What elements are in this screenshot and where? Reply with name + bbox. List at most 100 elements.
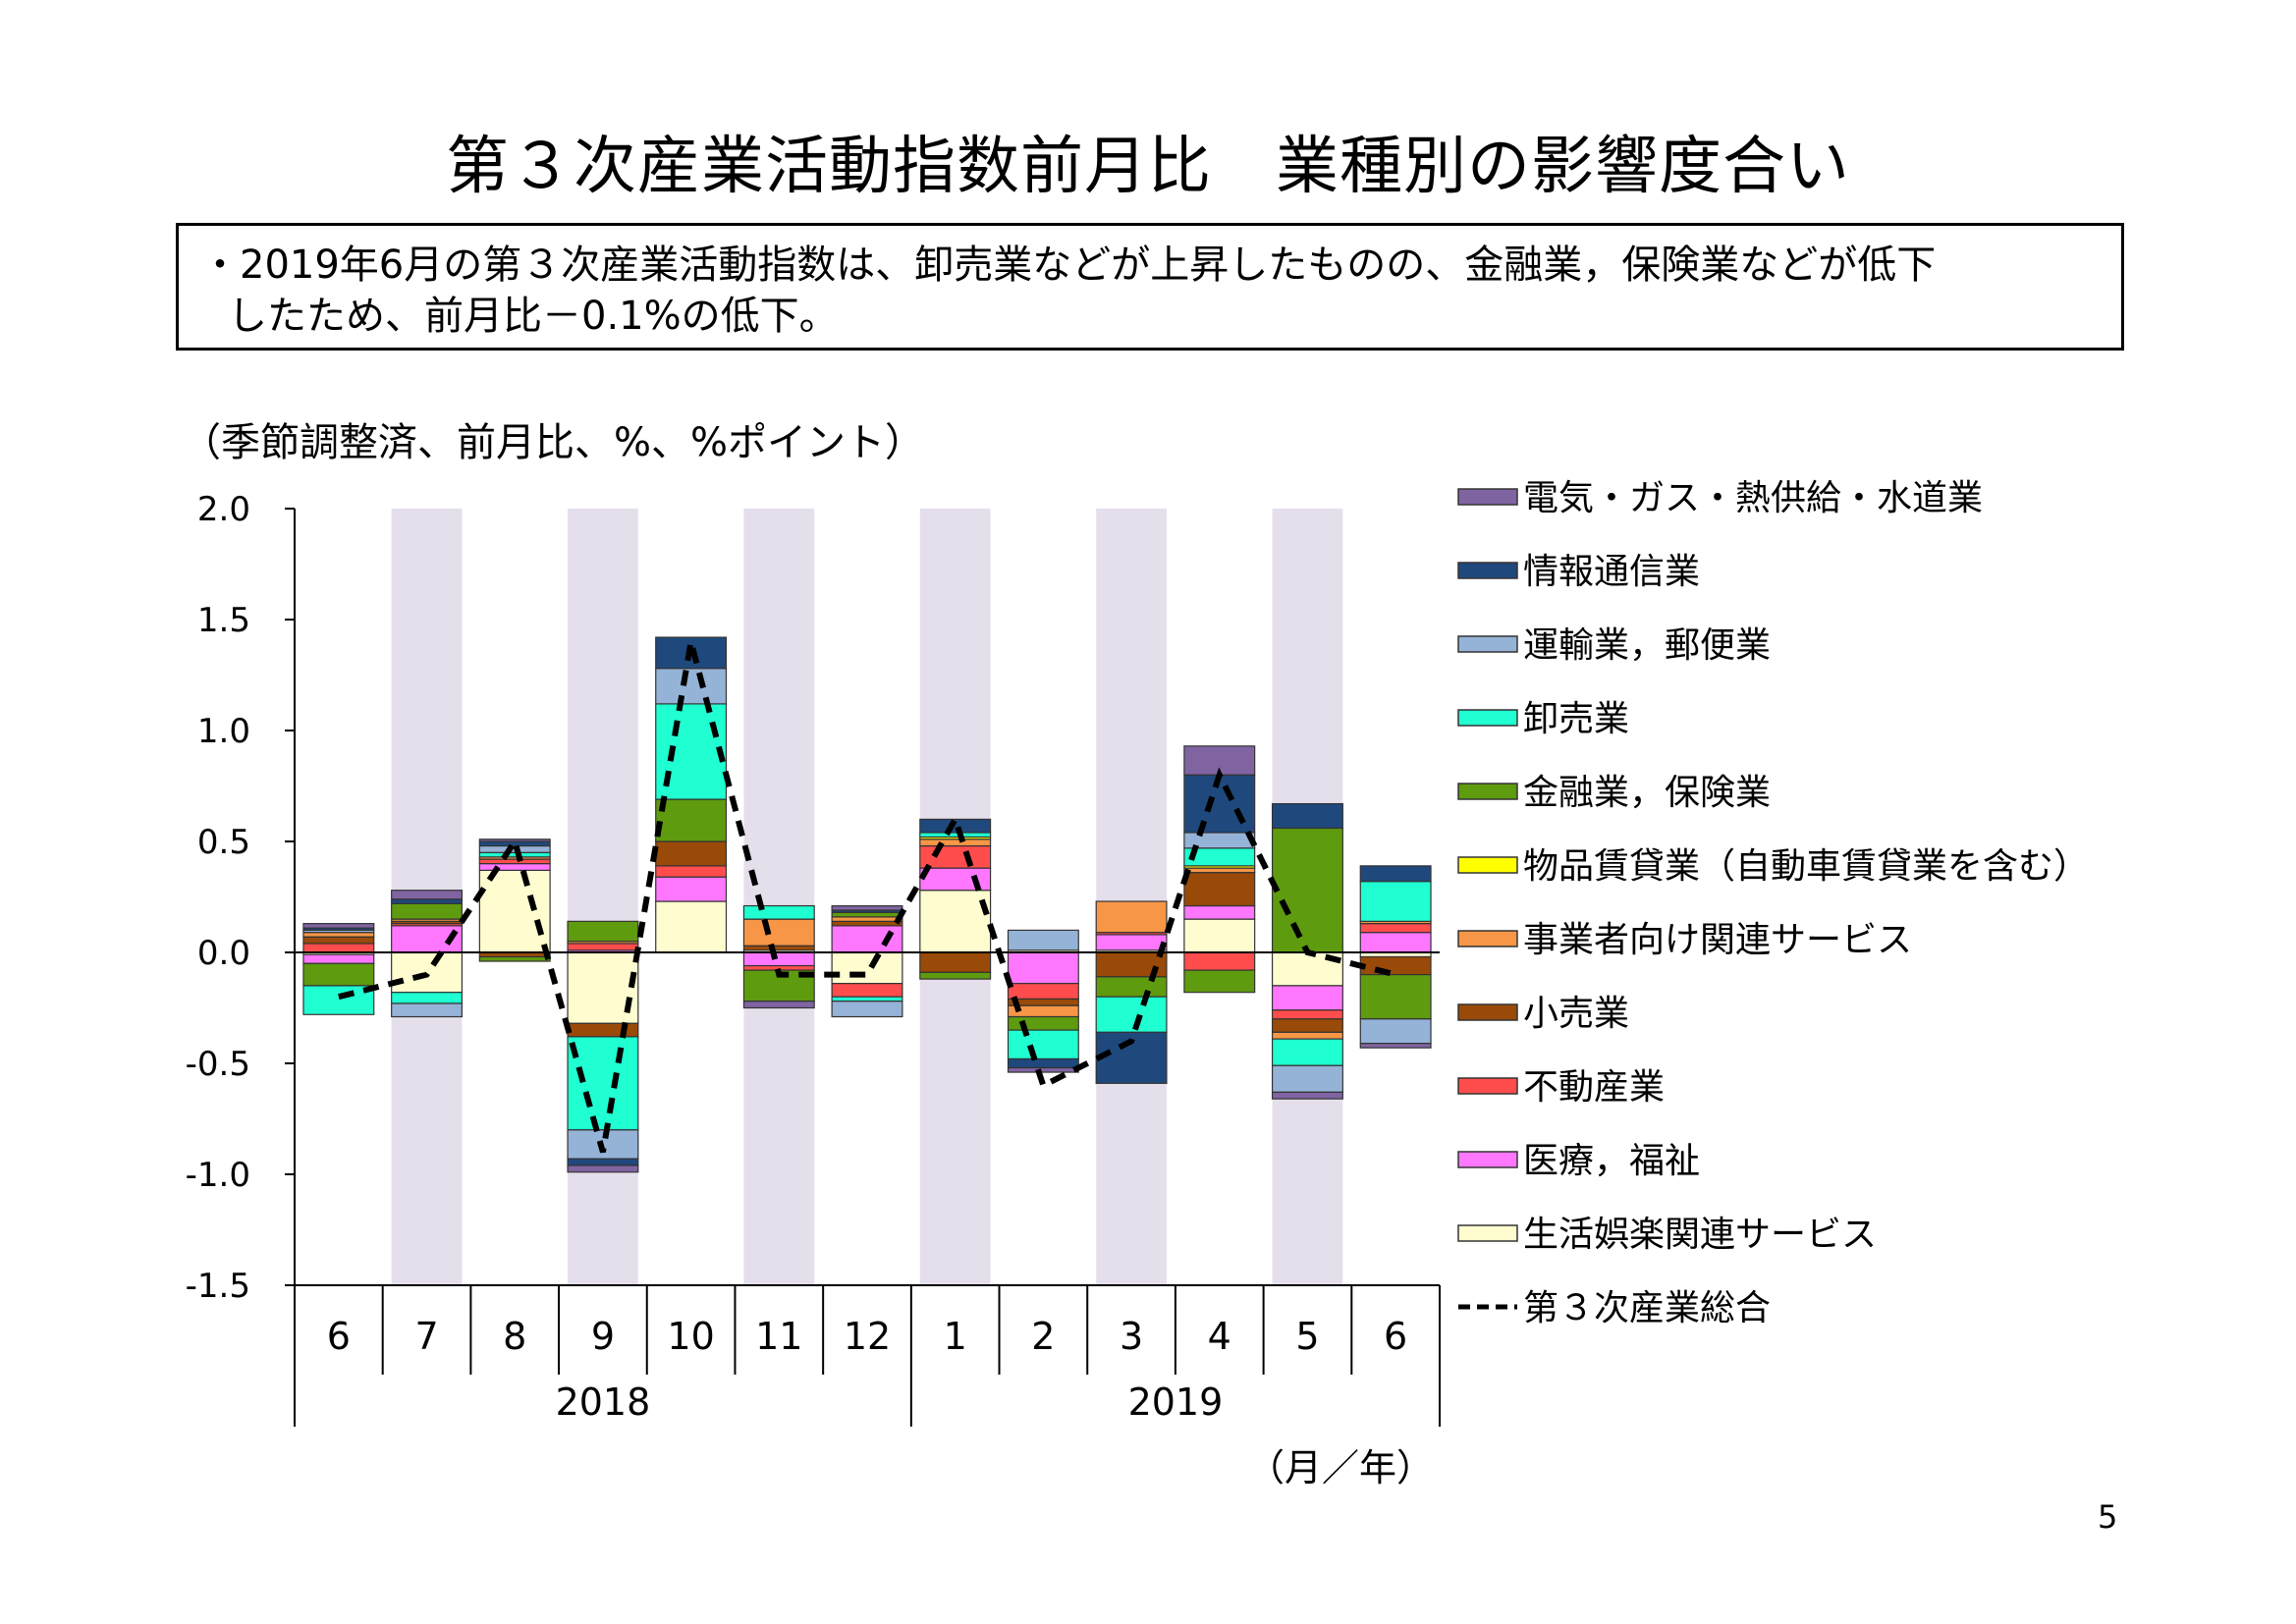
bar-segment-9-8 bbox=[1007, 1057, 1079, 1069]
bar-segment-7-1 bbox=[391, 992, 464, 1004]
bar-segment-3-4 bbox=[655, 840, 728, 867]
x-tick-label: 3 bbox=[1120, 1315, 1143, 1358]
legend-swatch bbox=[1457, 783, 1518, 800]
bar-segment-8-4 bbox=[655, 668, 728, 705]
bar-segment-6-6 bbox=[831, 911, 903, 918]
bar-segment-7-0 bbox=[302, 985, 375, 1015]
bar-segment-4-6 bbox=[831, 916, 903, 922]
legend-label: 情報通信業 bbox=[1523, 552, 1700, 592]
bar-segment-3-0 bbox=[302, 936, 375, 945]
bar-segment-1-11 bbox=[1271, 985, 1343, 1011]
bar-segment-3-12 bbox=[1359, 955, 1432, 976]
bar-segment-6-12 bbox=[1359, 973, 1432, 1020]
bar-segment-3-6 bbox=[831, 920, 903, 927]
legend-label: 電気・ガス・熱供給・水道業 bbox=[1523, 478, 1983, 518]
bar-segment-10-8 bbox=[1007, 1066, 1079, 1073]
bar-segment-2-4 bbox=[655, 865, 728, 878]
bar-segment-10-2 bbox=[478, 839, 551, 842]
x-tick-label: 6 bbox=[327, 1315, 351, 1358]
bar-segment-2-0 bbox=[302, 943, 375, 953]
year-label: 2019 bbox=[1128, 1380, 1224, 1424]
bar-segment-4-9 bbox=[1095, 900, 1168, 934]
legend-label: 事業者向け関連サービス bbox=[1523, 920, 1912, 960]
x-tick-label: 1 bbox=[944, 1315, 967, 1358]
legend-swatch bbox=[1457, 930, 1518, 947]
y-tick-label: 2.0 bbox=[197, 490, 250, 529]
legend-swatch bbox=[1457, 856, 1518, 874]
bar-segment-7-9 bbox=[1095, 996, 1168, 1033]
bar-segment-1-4 bbox=[655, 876, 728, 902]
x-tick-label: 5 bbox=[1295, 1315, 1319, 1358]
bar-segment-7-6 bbox=[831, 996, 903, 1002]
bar-segment-4-0 bbox=[302, 932, 375, 938]
bar-segment-2-2 bbox=[478, 858, 551, 865]
bar-segment-2-11 bbox=[1271, 1009, 1343, 1020]
legend-swatch bbox=[1457, 635, 1518, 653]
bar-segment-7-2 bbox=[478, 851, 551, 858]
bar-segment-1-12 bbox=[1359, 932, 1432, 953]
bar-segment-9-1 bbox=[391, 898, 464, 904]
x-tick-label: 2 bbox=[1031, 1315, 1055, 1358]
bar-segment-2-6 bbox=[831, 983, 903, 998]
units-note: （季節調整済、前月比、%、%ポイント） bbox=[182, 420, 925, 465]
legend-label: 卸売業 bbox=[1523, 699, 1629, 739]
legend-swatch bbox=[1457, 1003, 1518, 1021]
legend-swatch bbox=[1457, 1151, 1518, 1168]
bar-segment-4-11 bbox=[1271, 1031, 1343, 1040]
bar-segment-6-4 bbox=[655, 798, 728, 842]
bar-segment-6-10 bbox=[1183, 969, 1256, 994]
y-tick-label: 1.0 bbox=[197, 712, 250, 751]
legend-label: 運輸業，郵便業 bbox=[1523, 625, 1771, 666]
bar-segment-2-3 bbox=[567, 943, 639, 951]
bar-segment-1-5 bbox=[742, 951, 815, 967]
bar-segment-8-1 bbox=[391, 1002, 464, 1018]
bar-segment-6-7 bbox=[919, 971, 992, 980]
y-tick-label: 0.0 bbox=[197, 934, 250, 973]
x-axis-label: （月／年） bbox=[1247, 1446, 1434, 1489]
bar-segment-10-3 bbox=[567, 1164, 639, 1173]
legend-label: 生活娯楽関連サービス bbox=[1523, 1215, 1877, 1255]
legend-label: 小売業 bbox=[1523, 994, 1629, 1034]
y-tick-label: -1.5 bbox=[186, 1267, 250, 1306]
bar-segment-7-5 bbox=[742, 904, 815, 920]
bar-segment-4-7 bbox=[919, 839, 992, 847]
bar-segment-6-0 bbox=[302, 962, 375, 987]
bar-segment-1-8 bbox=[1007, 951, 1079, 985]
x-tick-label: 11 bbox=[755, 1315, 802, 1358]
bar-segment-4-10 bbox=[1183, 867, 1256, 874]
legend-swatch bbox=[1457, 488, 1518, 506]
bar-segment-6-8 bbox=[1007, 1015, 1079, 1031]
bar-segment-3-5 bbox=[742, 945, 815, 951]
legend-swatch bbox=[1457, 562, 1518, 579]
bar-segment-2-7 bbox=[919, 844, 992, 869]
bar-segment-3-10 bbox=[1183, 872, 1256, 907]
bar-segment-0-7 bbox=[919, 890, 992, 953]
bar-segment-2-12 bbox=[1359, 923, 1432, 934]
page-title: 第３次産業活動指数前月比 業種別の影響度合い bbox=[446, 131, 1850, 203]
bar-segment-8-11 bbox=[1271, 1064, 1343, 1093]
bar-segment-7-7 bbox=[919, 832, 992, 839]
legend-label: 不動産業 bbox=[1523, 1067, 1665, 1108]
bar-segment-1-10 bbox=[1183, 904, 1256, 920]
summary-line-2: したため、前月比－0.1%の低下。 bbox=[228, 294, 839, 339]
bar-segment-1-9 bbox=[1095, 934, 1168, 951]
x-tick-label: 9 bbox=[591, 1315, 615, 1358]
y-tick-label: -0.5 bbox=[186, 1045, 250, 1084]
y-tick-label: 0.5 bbox=[197, 823, 250, 862]
shaded-column-9 bbox=[1096, 509, 1167, 1285]
bar-segment-6-9 bbox=[1095, 976, 1168, 998]
legend-label: 物品賃貸業（自動車賃貸業を含む） bbox=[1523, 846, 2089, 887]
bar-segment-2-10 bbox=[1183, 951, 1256, 971]
bar-segment-0-2 bbox=[478, 869, 551, 953]
bar-segment-0-10 bbox=[1183, 918, 1256, 953]
bar-segment-3-7 bbox=[919, 951, 992, 973]
bar-segment-10-6 bbox=[831, 904, 903, 911]
bar-segment-8-8 bbox=[1007, 929, 1079, 951]
bar-segment-3-11 bbox=[1271, 1018, 1343, 1033]
legend-swatch bbox=[1457, 1224, 1518, 1242]
x-tick-label: 10 bbox=[667, 1315, 714, 1358]
bar-segment-9-12 bbox=[1359, 865, 1432, 883]
bar-segment-8-12 bbox=[1359, 1018, 1432, 1045]
x-tick-label: 12 bbox=[844, 1315, 891, 1358]
bar-segment-9-2 bbox=[478, 840, 551, 847]
